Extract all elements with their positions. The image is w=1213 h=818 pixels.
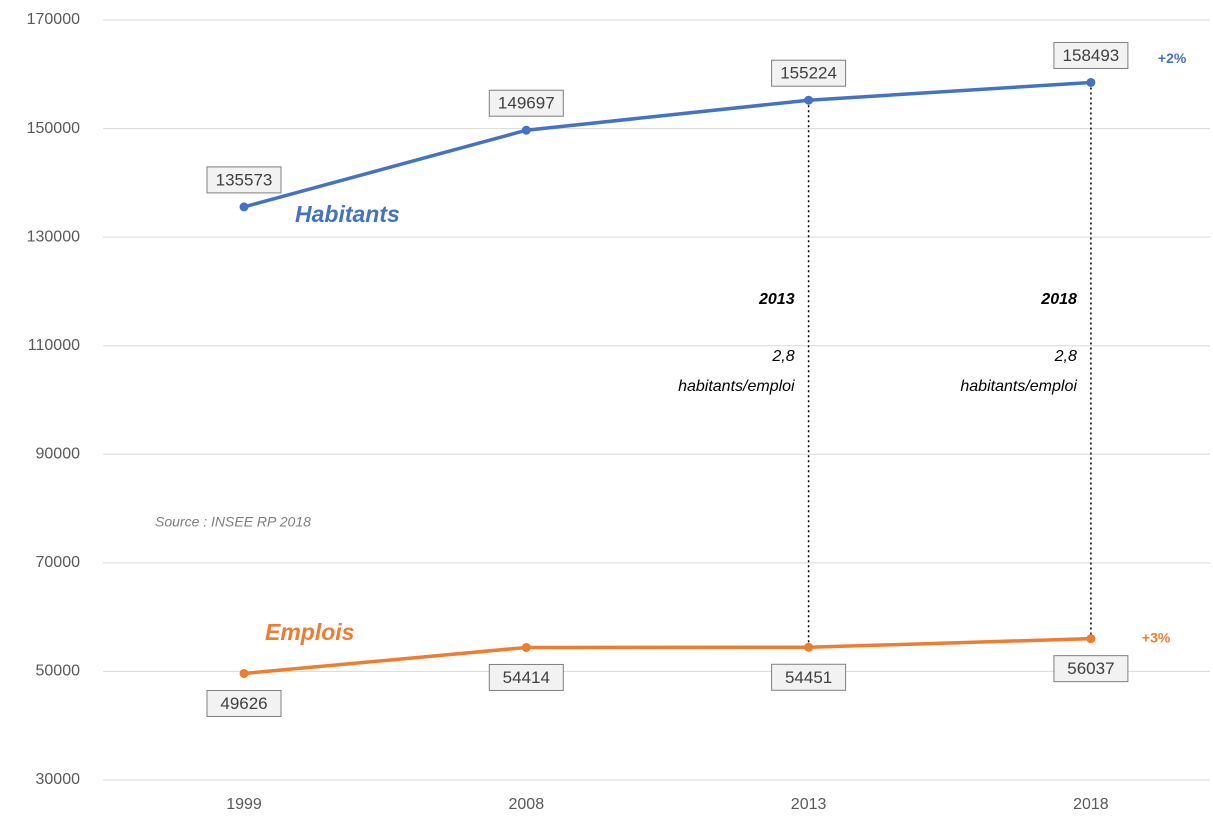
annotation-text: 2,8	[1054, 348, 1077, 365]
data-label-box	[488, 663, 564, 691]
point	[1086, 634, 1096, 644]
point	[239, 202, 249, 212]
point	[239, 668, 249, 678]
data-label-box	[488, 89, 564, 117]
data-label: 49626	[220, 694, 267, 713]
data-label: 56037	[1067, 659, 1114, 678]
data-label: 158493	[1063, 46, 1120, 65]
data-label: 155224	[780, 64, 837, 83]
y-tick-label: 30000	[36, 771, 81, 788]
series-line	[243, 636, 1091, 676]
point	[521, 125, 531, 135]
y-tick-label: 110000	[28, 337, 80, 354]
x-tick-label: 1999	[226, 796, 262, 813]
source: Source : INSEE RP 2018	[155, 514, 311, 530]
y-tick-label: 130000	[27, 228, 80, 245]
series-name: Emplois	[265, 619, 354, 645]
series-change: +2%	[1158, 50, 1187, 66]
annotation-title: 2018	[1040, 291, 1077, 308]
data-label-box	[1053, 41, 1129, 69]
data-label-box	[771, 59, 847, 87]
data-label: 149697	[498, 94, 555, 113]
series-change: +3%	[1142, 629, 1171, 645]
annotation-text: habitants/emploi	[678, 378, 795, 395]
annotation-text: habitants/emploi	[960, 378, 1077, 395]
x-tick-label: 2013	[791, 796, 827, 813]
y-tick-label: 70000	[36, 554, 81, 571]
y-tick-label: 90000	[36, 446, 81, 463]
x-tick-label: 2008	[509, 796, 545, 813]
data-label-box	[771, 663, 847, 691]
series-line	[243, 80, 1092, 209]
x-tick-label: 2018	[1073, 796, 1109, 813]
data-label-box	[206, 689, 282, 717]
point	[1086, 77, 1096, 87]
point	[521, 642, 531, 652]
data-label-box	[1053, 655, 1129, 683]
y-tick-label: 50000	[36, 663, 81, 680]
data-label: 54451	[785, 668, 832, 687]
annotation-text: 2,8	[771, 348, 794, 365]
data-label: 135573	[216, 170, 273, 189]
data-label: 54414	[503, 668, 550, 687]
y-tick-label: 170000	[27, 11, 80, 28]
y-tick-label: 150000	[27, 120, 80, 137]
data-label-box	[206, 166, 282, 194]
point	[804, 95, 814, 105]
point	[804, 642, 814, 652]
series-name: Habitants	[295, 201, 400, 227]
annotation-title: 2013	[758, 291, 795, 308]
